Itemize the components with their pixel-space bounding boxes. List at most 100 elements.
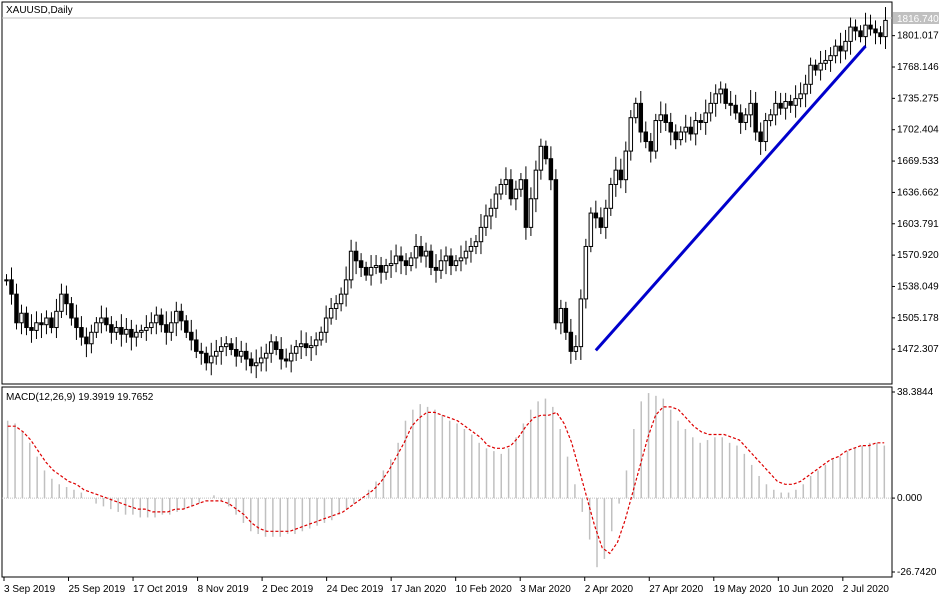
- price-tick-label: 1603.791: [897, 219, 939, 230]
- candle-bearish: [233, 348, 239, 357]
- candle-bullish: [513, 188, 519, 200]
- trendline-group: [594, 45, 867, 352]
- candle-bearish: [448, 255, 454, 267]
- current-price-tag-bg: [893, 12, 939, 24]
- price-tick-label: 1570.920: [897, 250, 939, 261]
- candle-bearish: [673, 131, 678, 141]
- candle-bullish: [848, 26, 853, 42]
- candle-bullish: [573, 346, 579, 352]
- candle-bullish: [238, 350, 244, 357]
- candle-bullish: [463, 250, 469, 259]
- candle-bullish: [678, 131, 683, 141]
- price-tick-label: 1505.178: [897, 313, 939, 324]
- candle-bullish: [703, 112, 708, 123]
- candle-bullish: [623, 150, 629, 181]
- candle-bullish: [308, 345, 314, 349]
- time-tick-label: 17 Oct 2019: [133, 584, 188, 595]
- candle-bearish: [568, 331, 574, 352]
- candles-group: [4, 7, 888, 379]
- candle-bullish: [763, 120, 768, 143]
- candle-bearish: [523, 179, 529, 228]
- candle-bullish: [468, 245, 474, 252]
- candle-bullish: [219, 346, 224, 352]
- candle-bullish: [209, 355, 214, 364]
- candle-bearish: [403, 260, 409, 267]
- candle-bearish: [753, 102, 758, 133]
- candle-bullish: [683, 126, 688, 133]
- candle-bullish: [628, 117, 634, 152]
- candle-bullish: [633, 102, 639, 119]
- candle-bearish: [119, 327, 124, 335]
- candle-bullish: [59, 293, 64, 312]
- candle-bullish: [253, 362, 259, 367]
- price-tick-label: 1801.017: [897, 31, 939, 42]
- price-tick-label: 1636.662: [897, 187, 939, 198]
- candle-bullish: [19, 312, 24, 324]
- candle-bearish: [563, 307, 569, 333]
- candle-bullish: [438, 260, 444, 271]
- candle-bearish: [363, 266, 369, 276]
- candle-bearish: [303, 343, 309, 349]
- candle-bullish: [493, 193, 499, 209]
- candle-bearish: [598, 217, 604, 228]
- candle-bullish: [653, 120, 659, 152]
- candle-bullish: [124, 328, 129, 335]
- candle-bullish: [134, 331, 139, 338]
- candle-bearish: [698, 120, 703, 123]
- candle-bullish: [44, 317, 49, 326]
- time-tick-label: 10 Jun 2020: [778, 584, 833, 595]
- candle-bullish: [603, 207, 609, 228]
- macd-histogram-group: [6, 393, 886, 568]
- candle-bullish: [4, 279, 9, 282]
- candle-bearish: [159, 314, 164, 326]
- candle-bullish: [478, 226, 484, 243]
- candle-bullish: [843, 40, 848, 52]
- candle-bullish: [518, 179, 524, 190]
- candle-bearish: [199, 350, 204, 354]
- candle-bullish: [803, 83, 808, 95]
- candle-bearish: [164, 324, 169, 333]
- candle-bullish: [288, 352, 294, 362]
- candle-bearish: [418, 245, 424, 257]
- candle-bullish: [473, 241, 479, 247]
- candle-bullish: [798, 93, 803, 100]
- candle-bearish: [813, 64, 818, 71]
- candle-bearish: [109, 324, 114, 333]
- candle-bearish: [433, 266, 439, 271]
- candle-bullish: [743, 114, 748, 123]
- time-tick-label: 24 Dec 2019: [327, 584, 384, 595]
- candle-bullish: [503, 179, 509, 185]
- price-tick-label: 1538.049: [897, 281, 939, 292]
- time-tick-label: 2 Jul 2020: [843, 584, 890, 595]
- candle-bullish: [99, 317, 104, 324]
- price-tick-label: 1768.146: [897, 62, 939, 73]
- candle-bearish: [728, 102, 733, 106]
- candle-bearish: [79, 327, 84, 338]
- candle-bearish: [228, 343, 234, 350]
- candle-bearish: [668, 121, 673, 133]
- candle-bullish: [458, 257, 464, 262]
- candle-bullish: [828, 55, 833, 61]
- time-tick-label: 8 Nov 2019: [198, 584, 250, 595]
- candle-bearish: [69, 303, 74, 319]
- candle-bearish: [553, 179, 559, 324]
- candle-bearish: [543, 145, 549, 160]
- candle-bullish: [318, 331, 324, 341]
- trendline: [594, 45, 867, 352]
- macd-tick-label: 0.000: [897, 493, 922, 504]
- candle-bullish: [833, 45, 838, 57]
- candle-bullish: [368, 266, 374, 276]
- candle-bearish: [428, 250, 434, 268]
- candle-bullish: [413, 245, 419, 259]
- time-tick-label: 10 Feb 2020: [456, 584, 513, 595]
- time-tick-label: 3 Sep 2019: [4, 584, 56, 595]
- candle-bullish: [423, 250, 429, 257]
- candle-bearish: [643, 131, 649, 143]
- candle-bearish: [548, 158, 554, 181]
- candle-bullish: [224, 343, 229, 348]
- candle-bearish: [204, 352, 209, 364]
- candle-bearish: [129, 328, 134, 338]
- candle-bearish: [74, 317, 79, 329]
- candle-bullish: [608, 183, 614, 209]
- candle-bearish: [778, 102, 783, 109]
